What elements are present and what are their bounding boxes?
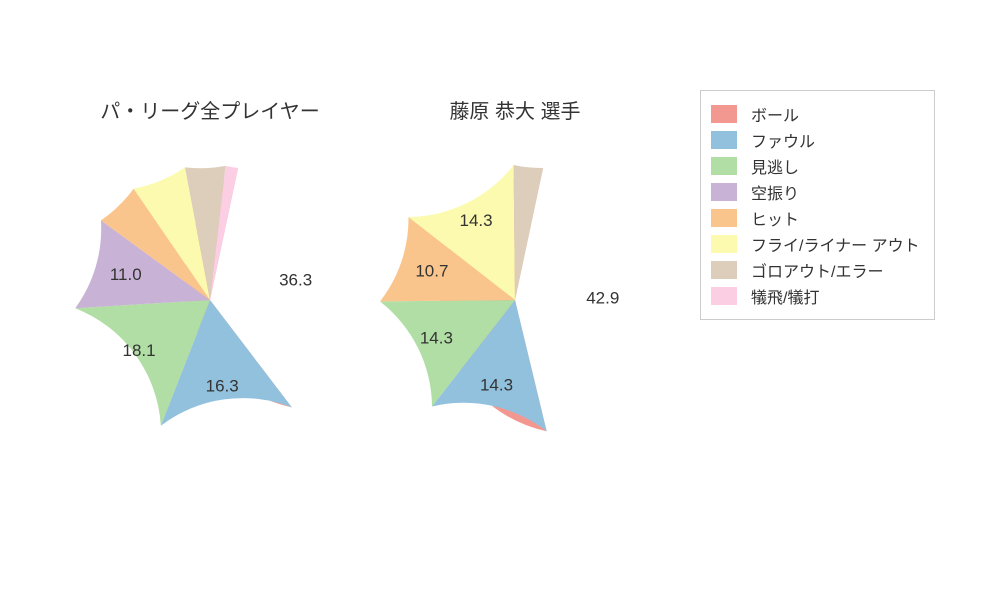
pie-slice-label-swinging: 11.0 (110, 265, 142, 284)
pie-slice-label-flyout: 14.3 (460, 211, 493, 230)
legend-label-sac: 犠飛/犠打 (751, 284, 819, 308)
legend-row-hit: ヒット (711, 205, 920, 231)
pie-holder-league: 36.3 16.3 18.1 11.0 (73, 163, 347, 442)
legend-label-groundout: ゴロアウト/エラー (751, 258, 883, 282)
legend-row-flyout: フライ/ライナー アウト (711, 231, 920, 257)
pie-slice-label-foul: 16.3 (206, 376, 239, 395)
legend-label-ball: ボール (751, 102, 799, 126)
pie-chart-player: 42.9 14.3 14.3 10.7 14.3 (378, 163, 652, 437)
legend-row-ball: ボール (711, 101, 920, 127)
legend-swatch-looking (711, 157, 737, 175)
pie-slice-label-looking: 14.3 (420, 328, 453, 347)
legend-row-groundout: ゴロアウト/エラー (711, 257, 920, 283)
legend-swatch-sac (711, 287, 737, 305)
legend-swatch-foul (711, 131, 737, 149)
legend-row-swinging: 空振り (711, 179, 920, 205)
legend-label-hit: ヒット (751, 206, 799, 230)
legend-swatch-groundout (711, 261, 737, 279)
pie-slice-label-foul: 14.3 (480, 375, 513, 394)
pie-slice-label-hit: 10.7 (415, 261, 448, 280)
legend-label-looking: 見逃し (751, 154, 799, 178)
pie-slice-label-looking: 18.1 (123, 341, 156, 360)
pie-slice-groundout (514, 165, 543, 300)
pie-chart-league: 36.3 16.3 18.1 11.0 (73, 163, 347, 437)
chart-container: パ・リーグ全プレイヤー 36.3 16.3 18.1 11.0 藤原 恭大 選手 42.9 1… (0, 0, 1000, 600)
legend-row-sac: 犠飛/犠打 (711, 283, 920, 309)
legend-swatch-swinging (711, 183, 737, 201)
pie-slice-label-ball: 36.3 (279, 270, 312, 289)
legend-swatch-ball (711, 105, 737, 123)
legend-row-looking: 見逃し (711, 153, 920, 179)
legend-label-foul: ファウル (751, 128, 815, 152)
chart-title-player: 藤原 恭大 選手 (385, 95, 645, 124)
chart-title-league: パ・リーグ全プレイヤー (80, 95, 340, 124)
pie-holder-player: 42.9 14.3 14.3 10.7 14.3 (378, 163, 652, 442)
legend-swatch-flyout (711, 235, 737, 253)
legend-label-swinging: 空振り (751, 180, 799, 204)
legend-row-foul: ファウル (711, 127, 920, 153)
legend-swatch-hit (711, 209, 737, 227)
legend-label-flyout: フライ/ライナー アウト (751, 232, 920, 256)
legend: ボールファウル見逃し空振りヒットフライ/ライナー アウトゴロアウト/エラー犠飛/… (700, 90, 935, 320)
pie-slice-label-ball: 42.9 (586, 288, 619, 307)
